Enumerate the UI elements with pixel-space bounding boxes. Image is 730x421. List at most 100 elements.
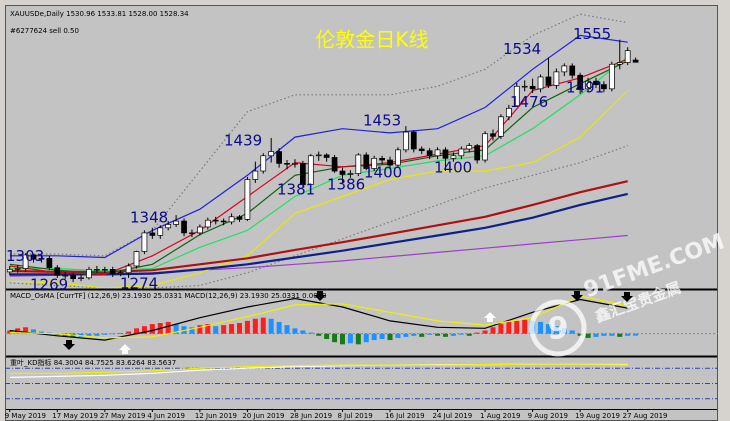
histogram-bar <box>617 333 623 337</box>
indicator-line <box>9 297 628 341</box>
kd-label: 重叶_KD指标 84.3004 84.7525 83.6264 83.5637 <box>10 358 176 367</box>
candle-body <box>173 220 179 225</box>
histogram-bar <box>324 333 330 339</box>
candle-body <box>86 269 92 279</box>
candle-body <box>410 131 417 150</box>
x-tick-label: 12 Jun 2019 <box>195 412 237 420</box>
candle-body <box>125 265 132 274</box>
candle-body <box>189 232 195 235</box>
candle-body <box>521 85 528 88</box>
histogram-bar <box>252 318 258 334</box>
candle-body <box>355 154 362 174</box>
candle-body <box>632 59 639 63</box>
histogram-bar <box>347 333 353 344</box>
sell-arrow <box>621 292 633 302</box>
order-info: #6277624 sell 0.50 <box>10 27 79 35</box>
histogram-bar <box>197 325 203 334</box>
x-tick-label: 24 Jul 2019 <box>433 412 473 420</box>
candle-body <box>513 85 520 107</box>
histogram-bar <box>355 333 361 345</box>
candle-body <box>165 224 172 229</box>
candle-body <box>474 145 481 161</box>
histogram-bar <box>411 333 417 336</box>
candle-body <box>260 155 267 172</box>
histogram-bar <box>490 327 496 334</box>
candle-body <box>593 80 599 85</box>
x-tick-label: 17 May 2019 <box>52 412 98 420</box>
candle-body <box>244 179 251 220</box>
watermark-logo-ring <box>529 299 587 357</box>
candle-body <box>363 154 370 169</box>
x-tick-label: 27 May 2019 <box>100 412 146 420</box>
candle-body <box>212 219 219 222</box>
candle-body <box>252 170 259 180</box>
price-annotation: 1386 <box>327 175 365 193</box>
histogram-bar <box>625 333 631 336</box>
candle-body <box>331 157 338 172</box>
histogram-bar <box>165 321 171 334</box>
candle-body <box>506 107 512 118</box>
histogram-bar <box>403 333 409 337</box>
indicator-line <box>9 34 628 259</box>
price-pane <box>6 13 639 288</box>
histogram-bar <box>538 321 544 334</box>
candle-body <box>38 257 45 260</box>
histogram-bar <box>7 330 13 334</box>
histogram-bar <box>371 333 377 341</box>
histogram-bar <box>466 333 472 336</box>
candle-body <box>490 133 496 137</box>
histogram-bar <box>609 333 615 336</box>
price-annotation: 1348 <box>130 209 168 227</box>
histogram-bar <box>284 325 290 334</box>
candle-body <box>14 268 21 270</box>
x-tick-label: 9 May 2019 <box>5 412 46 420</box>
histogram-bar <box>458 333 464 335</box>
macd-label: MACD_OsMA [CurrTF] (12,26,9) 23.1930 25.… <box>10 292 327 300</box>
price-annotation: 1439 <box>224 131 262 149</box>
candle-body <box>6 269 13 273</box>
histogram-bar <box>244 320 250 334</box>
candle-body <box>62 274 69 277</box>
histogram-bar <box>601 333 607 336</box>
candle-body <box>569 65 576 76</box>
candle-body <box>94 269 100 271</box>
histogram-bar <box>268 318 274 334</box>
price-annotation: 1269 <box>30 276 68 294</box>
x-tick-label: 9 Aug 2019 <box>528 412 568 420</box>
candle-body <box>418 148 425 152</box>
price-annotation: 1453 <box>363 112 401 130</box>
candle-body <box>561 65 568 73</box>
candle-body <box>577 74 584 90</box>
histogram-bar <box>522 319 528 334</box>
candle-body <box>268 151 275 157</box>
candle-body <box>458 148 465 157</box>
candle-body <box>307 155 314 185</box>
candle-body <box>450 155 457 159</box>
price-annotation: 1555 <box>573 25 611 43</box>
price-annotation: 1274 <box>120 274 158 292</box>
candle-body <box>236 216 243 220</box>
histogram-bar <box>450 333 456 336</box>
histogram-bar <box>593 333 599 337</box>
histogram-bar <box>633 333 639 336</box>
kd-pane <box>5 363 718 400</box>
candle-body <box>70 274 76 280</box>
histogram-bar <box>387 333 393 341</box>
histogram-bar <box>553 326 559 334</box>
histogram-bar <box>427 333 433 335</box>
histogram-bar <box>569 330 575 334</box>
indicator-line <box>9 145 628 288</box>
histogram-bar <box>561 328 567 334</box>
histogram-bar <box>236 323 242 334</box>
histogram-bar <box>545 324 551 334</box>
candle-body <box>466 145 473 150</box>
candle-body <box>292 163 298 165</box>
price-annotation: 1400 <box>364 164 402 182</box>
histogram-bar <box>102 333 108 335</box>
x-tick-label: 27 Aug 2019 <box>623 412 668 420</box>
sell-arrow <box>314 291 326 301</box>
histogram-bar <box>94 333 100 336</box>
candle-body <box>315 154 322 157</box>
histogram-bar <box>419 333 425 337</box>
